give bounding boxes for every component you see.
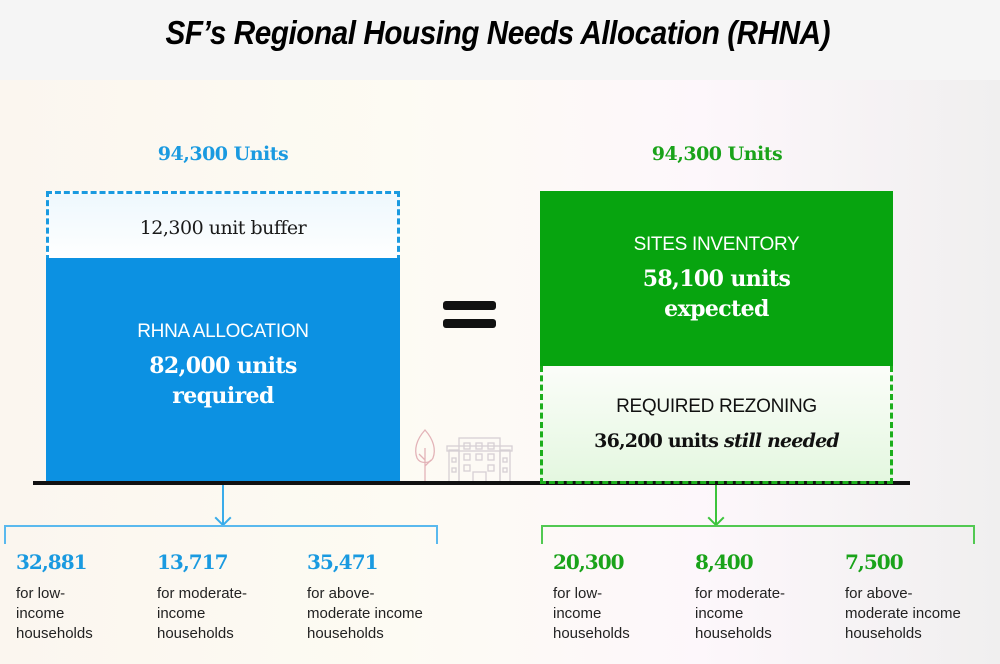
rezoning-heading: REQUIRED REZONING: [616, 395, 817, 417]
rhna-allocation-box: RHNA ALLOCATION 82,000 units required: [46, 258, 400, 483]
breakdown-desc: for above- moderate income households: [307, 585, 423, 642]
equals-icon: [443, 301, 496, 331]
breakdown-desc: for above- moderate income households: [845, 585, 961, 642]
breakdown-value: 32,881: [16, 550, 88, 574]
breakdown-value: 13,717: [157, 550, 229, 574]
left-breakdown-above-moderate: 35,471 for above- moderate income househ…: [307, 549, 457, 644]
right-breakdown-above-moderate: 7,500 for above- moderate income househo…: [845, 549, 995, 644]
left-breakdown-low: 32,881 for low- income households: [16, 549, 166, 644]
breakdown-desc: for moderate- income households: [157, 585, 248, 642]
left-connector: [222, 485, 224, 527]
required-rezoning-box: REQUIRED REZONING 36,200 units still nee…: [540, 366, 893, 484]
tree-icon: [415, 429, 435, 483]
building-icon: [415, 429, 513, 484]
left-bracket: [4, 525, 438, 544]
allocation-heading: RHNA ALLOCATION: [137, 320, 309, 342]
buffer-box: 12,300 unit buffer: [46, 191, 400, 261]
sites-inventory-box: SITES INVENTORY 58,100 units expected: [540, 191, 893, 367]
sites-value: 58,100 units expected: [642, 266, 791, 322]
breakdown-value: 8,400: [695, 550, 754, 574]
allocation-value: 82,000 units required: [149, 352, 297, 409]
left-total-label: 94,300 Units: [157, 143, 289, 165]
rezoning-bottom-dash: [540, 481, 893, 484]
rezoning-emphasis: still needed: [724, 429, 840, 452]
rezoning-value: 36,200 units still needed: [594, 430, 839, 452]
right-breakdown-moderate: 8,400 for moderate- income households: [695, 549, 845, 644]
left-breakdown-moderate: 13,717 for moderate- income households: [157, 549, 307, 644]
breakdown-value: 7,500: [845, 550, 904, 574]
breakdown-value: 20,300: [553, 550, 625, 574]
breakdown-desc: for low- income households: [16, 585, 93, 642]
sites-heading: SITES INVENTORY: [633, 234, 800, 255]
right-connector: [715, 485, 717, 527]
buffer-text: 12,300 unit buffer: [139, 216, 307, 239]
title-band: [0, 0, 1000, 80]
ground-line: [33, 481, 910, 485]
breakdown-value: 35,471: [307, 550, 379, 574]
arrow-down-icon: [707, 509, 725, 527]
right-breakdown-low: 20,300 for low- income households: [553, 549, 703, 644]
right-total-label: 94,300 Units: [651, 143, 783, 165]
right-bracket: [541, 525, 975, 544]
page-title: SF’s Regional Housing Needs Allocation (…: [165, 14, 831, 51]
breakdown-desc: for moderate- income households: [695, 585, 786, 642]
rezoning-units: 36,200 units: [594, 429, 719, 452]
arrow-down-icon: [214, 509, 232, 527]
breakdown-desc: for low- income households: [553, 585, 630, 642]
